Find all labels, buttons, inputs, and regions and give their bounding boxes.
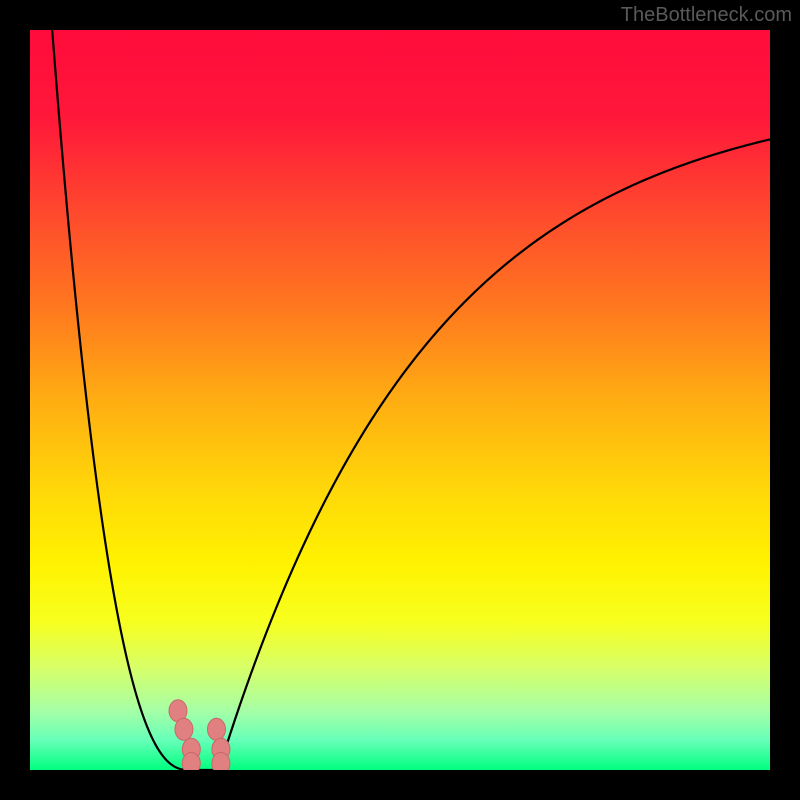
right-curve: [219, 139, 770, 770]
plot-area: [30, 30, 770, 770]
marker-point: [207, 718, 225, 740]
left-curve: [52, 30, 189, 770]
watermark-text: TheBottleneck.com: [621, 4, 792, 27]
curve-layer: [30, 30, 770, 770]
chart-root: TheBottleneck.com: [0, 0, 800, 800]
marker-point: [212, 752, 230, 770]
marker-point: [182, 752, 200, 770]
marker-point: [175, 718, 193, 740]
